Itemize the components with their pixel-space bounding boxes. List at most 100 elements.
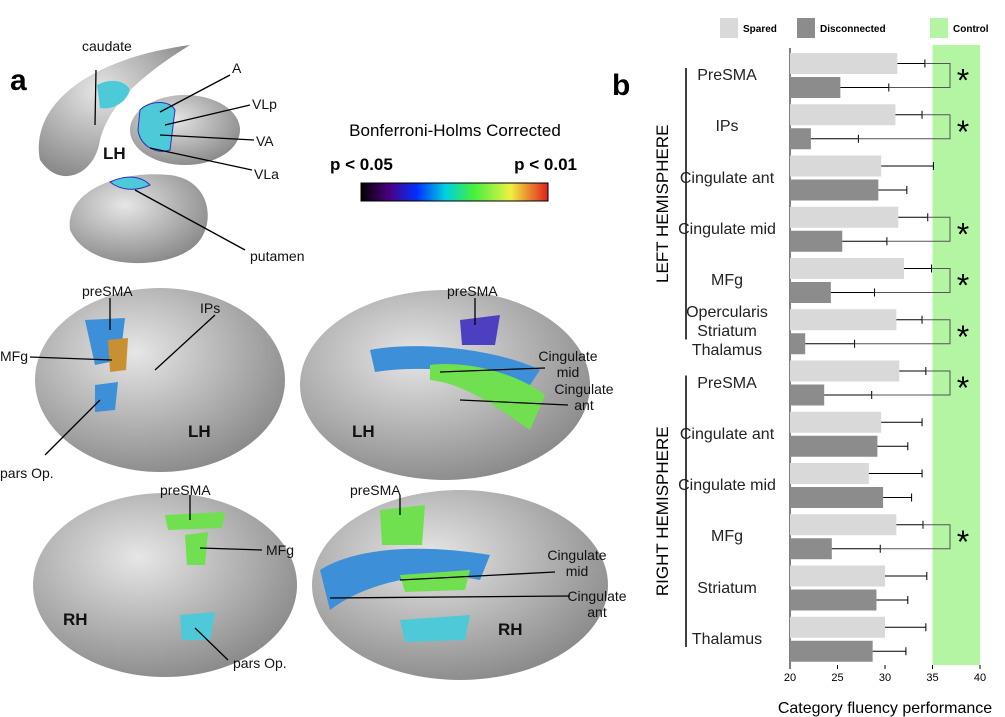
legend-label: Control xyxy=(953,24,989,35)
error-bar xyxy=(885,623,927,632)
bar xyxy=(790,384,825,406)
significance-mark: * xyxy=(957,114,969,150)
error-bar xyxy=(896,315,923,324)
region-label: VLp xyxy=(252,96,277,112)
region-label: preSMA xyxy=(160,482,211,498)
x-tick-label: 30 xyxy=(879,672,891,684)
significance-bracket xyxy=(874,268,951,293)
significance-bracket xyxy=(888,63,951,88)
hemisphere-label: LH xyxy=(352,422,375,441)
bar xyxy=(790,128,811,150)
category-label: MFg xyxy=(711,272,743,290)
category-label: Cingulate mid xyxy=(678,477,776,495)
error-bar xyxy=(897,59,926,68)
hemisphere-label: LH xyxy=(188,422,211,441)
significance-bracket xyxy=(871,370,951,396)
control-band xyxy=(932,45,980,665)
bar xyxy=(790,589,877,611)
bar xyxy=(790,155,882,177)
bar xyxy=(790,53,898,74)
legend-swatch xyxy=(797,18,815,38)
bar xyxy=(790,487,884,508)
significance-mark: * xyxy=(957,524,969,560)
bar xyxy=(790,309,897,331)
significance-mark: * xyxy=(957,63,969,99)
error-bar xyxy=(881,418,923,427)
x-axis-label: Category fluency performance xyxy=(778,700,992,717)
bar xyxy=(790,77,841,98)
error-bar xyxy=(872,647,907,656)
category-label: PreSMA xyxy=(697,67,757,85)
bar xyxy=(790,206,899,228)
bar xyxy=(790,411,882,433)
region-label: preSMA xyxy=(82,283,133,299)
error-bar xyxy=(881,162,934,170)
category-label: IPs xyxy=(715,118,739,136)
region-label: preSMA xyxy=(447,283,498,299)
error-bar xyxy=(895,110,923,119)
legend-label: Spared xyxy=(743,24,777,35)
error-bar xyxy=(877,442,909,451)
region-label: caudate xyxy=(82,38,132,54)
region-label: preSMA xyxy=(350,482,401,498)
x-tick-label: 25 xyxy=(831,672,843,684)
region-label: Cingulate ant xyxy=(554,381,614,413)
significance-mark: * xyxy=(957,216,969,252)
bar xyxy=(790,230,843,252)
error-bar xyxy=(904,264,933,273)
region-label: putamen xyxy=(250,248,305,264)
error-bar xyxy=(842,237,888,246)
region-label: Cingulate mid xyxy=(547,547,607,579)
region-label: VA xyxy=(256,133,274,149)
bar xyxy=(790,616,885,638)
bar xyxy=(790,104,896,126)
bar xyxy=(790,463,869,484)
category-label: MFg xyxy=(711,528,743,546)
colorbar-high: p < 0.01 xyxy=(514,155,577,174)
region-label: MFg xyxy=(266,542,294,558)
error-bar xyxy=(898,213,929,222)
error-bar xyxy=(810,134,859,143)
legend-swatch xyxy=(720,18,738,38)
bar xyxy=(790,514,897,536)
significance-bracket xyxy=(886,216,951,242)
error-bar xyxy=(805,339,856,348)
region-label: pars Op. xyxy=(0,465,54,481)
category-label: Thalamus xyxy=(691,630,763,648)
bar xyxy=(790,333,806,355)
error-bar xyxy=(883,493,913,502)
bar xyxy=(790,538,832,560)
group-label: RIGHT HEMISPHERE xyxy=(653,426,672,596)
category-label: Opercularis Striatum Thalamus xyxy=(686,304,768,360)
significance-bracket xyxy=(854,319,951,345)
region-label: pars Op. xyxy=(233,655,287,671)
significance-mark: * xyxy=(957,370,969,406)
category-label: Cingulate ant xyxy=(679,169,775,187)
colorbar-low: p < 0.05 xyxy=(330,155,393,174)
bar xyxy=(790,282,831,303)
x-tick-label: 20 xyxy=(784,672,796,684)
hemisphere-label: RH xyxy=(498,620,523,639)
region-label: IPs xyxy=(200,300,221,316)
error-bar xyxy=(824,391,873,399)
bar xyxy=(790,258,904,279)
error-bar xyxy=(896,520,924,529)
legend-label: Disconnected xyxy=(820,24,886,35)
region-label: VLa xyxy=(254,166,279,182)
error-bar xyxy=(840,83,890,92)
bar xyxy=(790,179,879,201)
group-label: LEFT HEMISPHERE xyxy=(653,125,672,283)
legend-swatch xyxy=(930,18,948,38)
category-label: Cingulate ant xyxy=(679,425,775,443)
colorbar-title: Bonferroni-Holms Corrected xyxy=(349,121,561,140)
x-tick-label: 35 xyxy=(926,672,938,684)
error-bar xyxy=(831,544,881,553)
hemisphere-label: RH xyxy=(63,610,88,629)
bar xyxy=(790,640,873,662)
significance-bracket xyxy=(880,524,951,550)
error-bar xyxy=(868,469,923,478)
error-bar xyxy=(885,572,928,580)
region-label: Cingulate mid xyxy=(538,348,598,380)
